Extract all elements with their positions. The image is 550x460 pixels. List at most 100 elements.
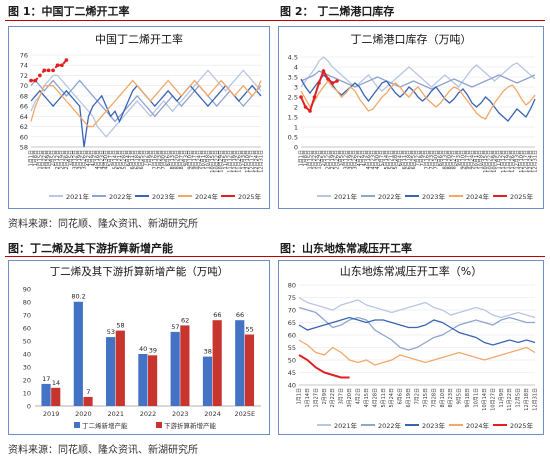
y-tick-label: 68 [20,92,28,100]
x-tick-label: 12月10日 [519,150,525,173]
x-tick-label: 10月1日 [474,150,480,170]
y-tick-label: 0 [27,403,31,411]
y-tick-label: 70 [288,307,296,315]
y-tick-label: 1.5 [288,114,298,122]
bar-2024-0 [202,356,213,406]
bar-data-label: 17 [42,375,50,383]
y-tick-label: 90 [23,286,31,294]
x-tick-label: 11月12日 [228,150,234,173]
y-tick-label: 10 [23,390,31,398]
x-tick-label: 8月20日 [447,150,453,170]
data-point [312,95,317,99]
x-tick-label: 5月7日 [108,150,114,166]
series-line-2024年 [300,79,536,120]
x-tick-label: 12月31日 [533,150,539,173]
x-tick-label: 7月15日 [423,388,429,408]
bar-data-label: 62 [181,316,189,324]
y-tick-label: 75 [288,294,296,302]
y-tick-label: 20 [23,377,31,385]
x-tick-label: 6月4日 [126,150,132,166]
y-tick-label: 40 [288,382,296,390]
x-tick-label: 9月18日 [465,388,471,408]
source-note-2: 资料来源：同花顺、隆众资讯、新湖研究所 [8,445,198,456]
bar-2020-0 [73,301,83,406]
x-tick-label: 2月5日 [51,150,57,166]
y-tick-label: 0 [294,144,298,152]
x-tick-label: 4月28日 [372,388,378,408]
bar-data-label: 39 [149,346,157,354]
figure3-label: 图：丁二烯及其下游折算新增产能 [8,242,173,255]
series-line-2023年 [298,316,536,346]
y-tick-label: 3.5 [288,74,298,82]
y-tick-label: 45 [288,369,296,377]
series-line-2022年 [298,306,535,351]
y-tick-label: 65 [288,319,296,327]
x-tick-label: 10月29日 [492,150,498,173]
x-tick-label: 8月23日 [448,388,454,408]
x-tick-label: 6月25日 [139,150,145,170]
legend-label: 2025年 [510,421,534,430]
legend-swatch [74,422,80,428]
y-tick-label: 1 [294,124,298,132]
x-tick-label: 1月8日 [33,150,39,166]
x-tick-label: 11月5日 [223,150,229,170]
x-tick-label: 10月22日 [488,150,494,173]
x-tick-label: 9月10日 [188,150,194,170]
x-tick-label: 2021 [107,410,124,418]
legend-label: 2024年 [466,421,490,430]
x-tick-label: 4月2日 [86,150,92,166]
bar-2021-0 [106,337,116,406]
y-tick-label: 2 [294,104,298,112]
data-point [55,63,60,68]
x-tick-label: 9月17日 [192,150,198,170]
x-tick-label: 10月15日 [210,150,216,173]
x-tick-label: 1月27日 [313,388,319,408]
x-tick-label: 3月5日 [339,150,345,166]
x-tick-label: 4月9日 [362,150,368,166]
chart-panel-3: 丁二烯及其下游折算新增产能（万吨） 0 10 20 30 40 50 60 70 80 90 2019… [8,260,270,435]
x-tick-label: 7月16日 [425,150,431,170]
x-tick-label: 4月23日 [99,150,105,170]
x-tick-label: 7月23日 [157,150,163,170]
x-tick-label: 7月9日 [148,150,154,166]
y-tick-label: 74 [20,62,28,70]
x-tick-label: 3月12日 [73,150,79,170]
x-tick-label: 8月27日 [179,150,185,170]
x-tick-label: 10月29日 [219,150,225,173]
x-tick-label: 11月12日 [501,150,507,173]
x-tick-label: 2月26日 [335,150,341,170]
x-tick-label: 3月26日 [353,150,359,170]
x-tick-label: 3月12日 [344,150,350,170]
x-tick-label: 4月30日 [375,150,381,170]
x-tick-label: 4月9日 [90,150,96,166]
x-tick-label: 6月25日 [411,150,417,170]
y-tick-label: 2.5 [288,94,298,102]
x-tick-label: 10月1日 [474,388,480,408]
x-tick-label: 12月24日 [528,150,534,173]
y-tick-label: 50 [23,338,31,346]
x-tick-label: 1月1日 [299,150,305,166]
bar-data-label: 58 [116,322,124,330]
y-tick-label: 60 [20,133,28,141]
y-tick-label: 30 [23,364,31,372]
x-tick-label: 7月16日 [152,150,158,170]
bar-2022-1 [148,355,158,406]
x-tick-label: 4月23日 [371,150,377,170]
x-tick-label: 2025E [235,410,256,418]
data-point [33,78,38,83]
x-tick-label: 10月1日 [201,150,207,170]
x-tick-label: 9月10日 [461,150,467,170]
x-tick-label: 7月23日 [429,150,435,170]
data-point [60,63,64,68]
x-tick-label: 11月19日 [506,150,512,173]
x-tick-label: 2月12日 [55,150,61,170]
x-tick-label: 2月9日 [322,388,328,404]
x-tick-label: 10月8日 [205,150,211,170]
bar-2019-1 [51,387,61,406]
x-tick-label: 9月24日 [470,150,476,170]
x-tick-label: 6月19日 [406,388,412,408]
x-tick-label: 9月3日 [183,150,189,166]
legend-label: 2021年 [66,192,90,201]
bar-data-label: 38 [204,348,212,356]
chart-svg-2: 丁二烯港口库存（万吨）00.511.522.533.544.51月1日1月8日1… [288,32,539,201]
